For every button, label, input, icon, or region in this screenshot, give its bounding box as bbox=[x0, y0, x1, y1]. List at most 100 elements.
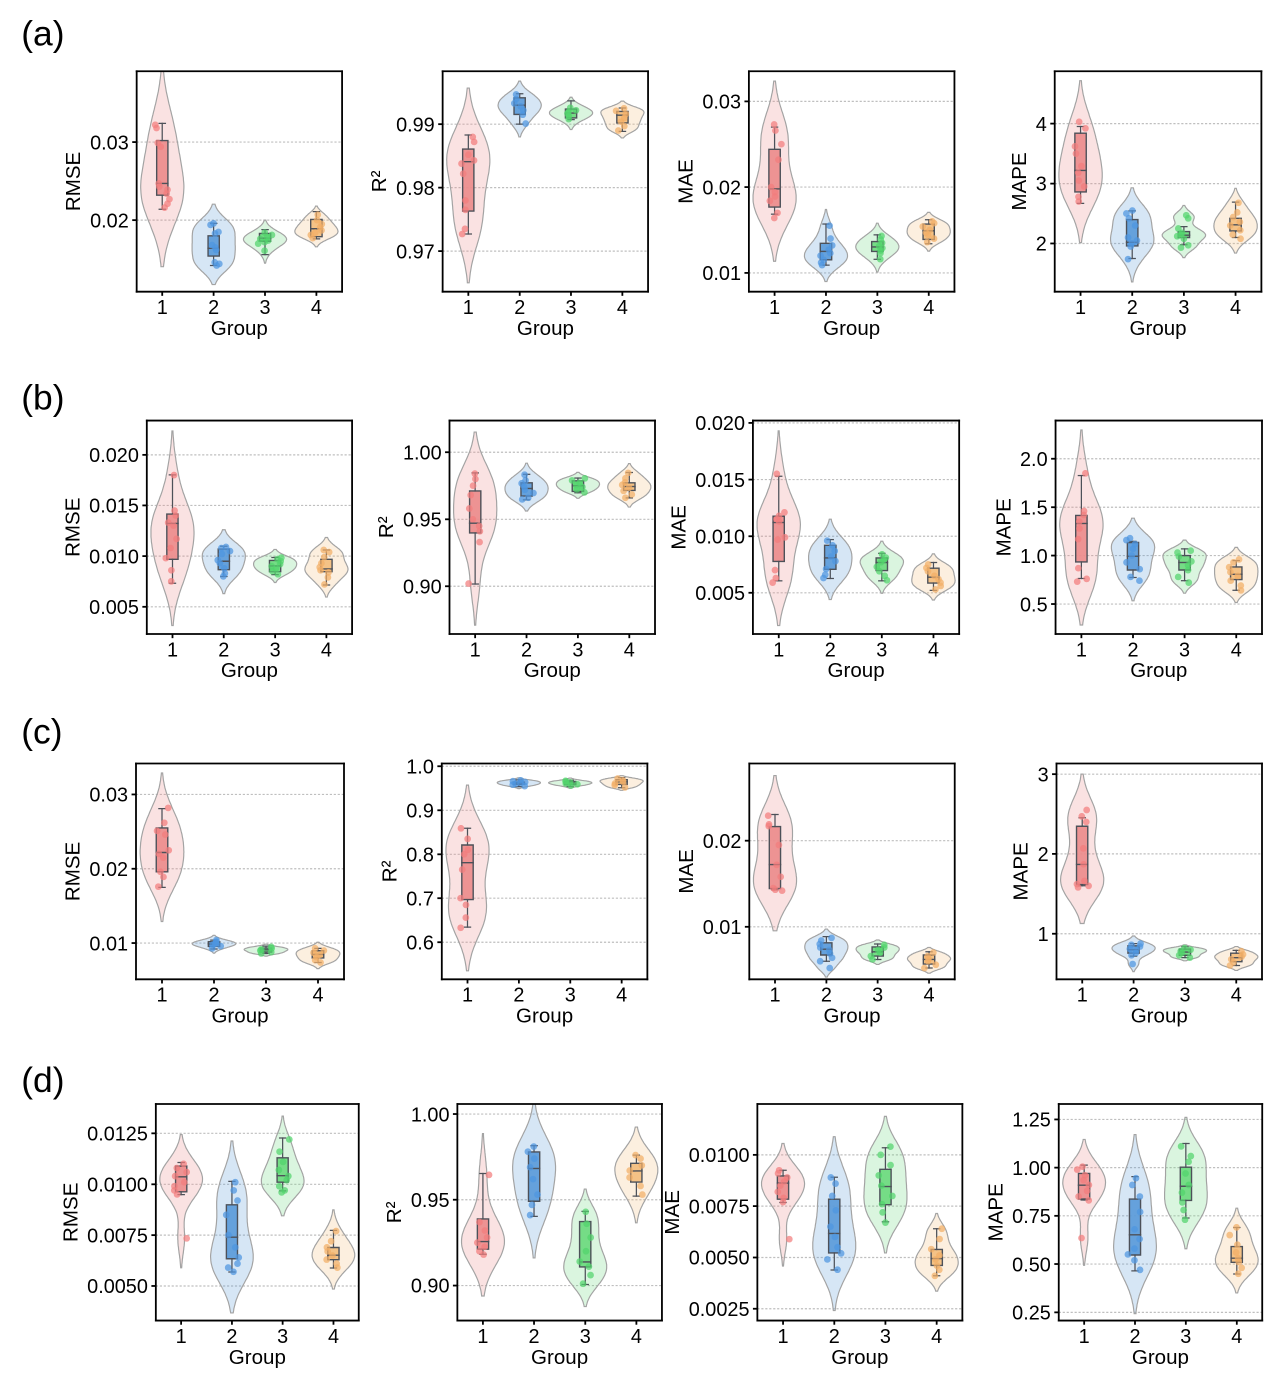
svg-text:2: 2 bbox=[218, 639, 229, 661]
svg-text:2: 2 bbox=[226, 1326, 237, 1348]
svg-text:0.010: 0.010 bbox=[89, 546, 139, 568]
svg-text:3: 3 bbox=[270, 639, 281, 661]
svg-text:2: 2 bbox=[208, 297, 219, 319]
svg-text:3: 3 bbox=[572, 639, 583, 661]
svg-text:2: 2 bbox=[821, 985, 832, 1007]
svg-text:3: 3 bbox=[1179, 985, 1190, 1007]
svg-text:0.015: 0.015 bbox=[695, 470, 745, 492]
svg-text:Group: Group bbox=[1130, 659, 1187, 682]
svg-text:3: 3 bbox=[1179, 639, 1190, 661]
svg-text:0.5: 0.5 bbox=[1020, 594, 1048, 616]
svg-text:1: 1 bbox=[1079, 1326, 1090, 1348]
svg-text:0.8: 0.8 bbox=[406, 844, 434, 866]
svg-text:0.03: 0.03 bbox=[89, 785, 128, 807]
svg-text:4: 4 bbox=[328, 1326, 339, 1348]
svg-text:4: 4 bbox=[321, 639, 332, 661]
svg-text:MAPE: MAPE bbox=[1008, 152, 1031, 210]
svg-text:0.02: 0.02 bbox=[703, 831, 742, 853]
svg-text:2.0: 2.0 bbox=[1020, 449, 1048, 471]
svg-text:0.0025: 0.0025 bbox=[689, 1299, 750, 1321]
svg-text:0.95: 0.95 bbox=[403, 509, 442, 531]
svg-text:MAE: MAE bbox=[661, 1190, 684, 1235]
svg-text:0.01: 0.01 bbox=[702, 263, 741, 285]
svg-text:0.0050: 0.0050 bbox=[87, 1276, 148, 1298]
svg-text:1: 1 bbox=[1038, 924, 1049, 946]
svg-text:0.005: 0.005 bbox=[695, 583, 745, 605]
svg-text:2: 2 bbox=[1127, 639, 1138, 661]
svg-text:3: 3 bbox=[1180, 1326, 1191, 1348]
svg-text:3: 3 bbox=[565, 985, 576, 1007]
svg-text:0.0125: 0.0125 bbox=[87, 1124, 148, 1146]
svg-text:1.0: 1.0 bbox=[1020, 546, 1048, 568]
svg-text:R²: R² bbox=[368, 170, 391, 192]
svg-text:Group: Group bbox=[1132, 1346, 1189, 1369]
svg-text:1: 1 bbox=[462, 985, 473, 1007]
svg-text:4: 4 bbox=[1036, 114, 1047, 136]
svg-text:2: 2 bbox=[514, 297, 525, 319]
svg-text:0.98: 0.98 bbox=[396, 178, 435, 200]
svg-text:(d): (d) bbox=[21, 1060, 64, 1100]
svg-text:3: 3 bbox=[565, 297, 576, 319]
svg-text:Group: Group bbox=[1131, 1005, 1188, 1028]
svg-text:2: 2 bbox=[1128, 985, 1139, 1007]
svg-text:4: 4 bbox=[931, 1326, 942, 1348]
svg-text:0.020: 0.020 bbox=[695, 413, 745, 435]
svg-text:Group: Group bbox=[823, 1005, 880, 1028]
svg-text:0.03: 0.03 bbox=[702, 91, 741, 113]
svg-text:2: 2 bbox=[208, 985, 219, 1007]
svg-text:0.75: 0.75 bbox=[1012, 1206, 1051, 1228]
svg-text:RMSE: RMSE bbox=[62, 842, 85, 901]
svg-text:1: 1 bbox=[463, 297, 474, 319]
svg-text:(a): (a) bbox=[21, 14, 64, 54]
svg-text:0.015: 0.015 bbox=[89, 496, 139, 518]
svg-text:0.25: 0.25 bbox=[1012, 1302, 1051, 1324]
svg-text:Group: Group bbox=[517, 317, 574, 340]
svg-text:RMSE: RMSE bbox=[59, 1183, 82, 1242]
svg-text:1.25: 1.25 bbox=[1012, 1110, 1051, 1132]
svg-text:RMSE: RMSE bbox=[61, 498, 84, 557]
svg-text:Group: Group bbox=[229, 1346, 286, 1369]
svg-text:3: 3 bbox=[277, 1326, 288, 1348]
svg-text:1.00: 1.00 bbox=[411, 1104, 450, 1126]
svg-text:0.90: 0.90 bbox=[403, 576, 442, 598]
svg-text:2: 2 bbox=[521, 639, 532, 661]
svg-text:0.005: 0.005 bbox=[89, 597, 139, 619]
svg-text:3: 3 bbox=[580, 1326, 591, 1348]
svg-text:1: 1 bbox=[778, 1326, 789, 1348]
svg-text:0.020: 0.020 bbox=[89, 445, 139, 467]
svg-text:1: 1 bbox=[769, 297, 780, 319]
svg-text:4: 4 bbox=[631, 1326, 642, 1348]
svg-text:Group: Group bbox=[1130, 317, 1187, 340]
svg-text:0.7: 0.7 bbox=[406, 888, 434, 910]
svg-text:1: 1 bbox=[1076, 639, 1087, 661]
svg-text:3: 3 bbox=[1178, 297, 1189, 319]
svg-text:MAE: MAE bbox=[674, 159, 697, 204]
svg-text:1.0: 1.0 bbox=[406, 756, 434, 778]
svg-text:0.01: 0.01 bbox=[703, 917, 742, 939]
svg-text:Group: Group bbox=[831, 1346, 888, 1369]
svg-text:1: 1 bbox=[156, 985, 167, 1007]
svg-text:MAPE: MAPE bbox=[992, 498, 1015, 556]
svg-text:1: 1 bbox=[1075, 297, 1086, 319]
svg-text:0.010: 0.010 bbox=[695, 526, 745, 548]
svg-text:0.90: 0.90 bbox=[411, 1276, 450, 1298]
svg-text:(b): (b) bbox=[21, 377, 64, 417]
svg-text:Group: Group bbox=[221, 659, 278, 682]
svg-text:1: 1 bbox=[1077, 985, 1088, 1007]
svg-text:1: 1 bbox=[470, 639, 481, 661]
svg-text:4: 4 bbox=[312, 985, 323, 1007]
svg-text:3: 3 bbox=[872, 297, 883, 319]
svg-text:R²: R² bbox=[383, 1201, 406, 1223]
svg-text:MAPE: MAPE bbox=[1010, 842, 1033, 900]
svg-text:0.01: 0.01 bbox=[89, 933, 128, 955]
svg-text:1: 1 bbox=[477, 1326, 488, 1348]
svg-text:0.50: 0.50 bbox=[1012, 1254, 1051, 1276]
svg-text:0.02: 0.02 bbox=[89, 859, 128, 881]
svg-text:2: 2 bbox=[1127, 297, 1138, 319]
svg-text:2: 2 bbox=[529, 1326, 540, 1348]
svg-text:2: 2 bbox=[1038, 844, 1049, 866]
svg-text:R²: R² bbox=[378, 860, 401, 882]
svg-text:1.5: 1.5 bbox=[1020, 497, 1048, 519]
svg-text:0.0050: 0.0050 bbox=[689, 1248, 750, 1270]
svg-text:1.00: 1.00 bbox=[1012, 1158, 1051, 1180]
